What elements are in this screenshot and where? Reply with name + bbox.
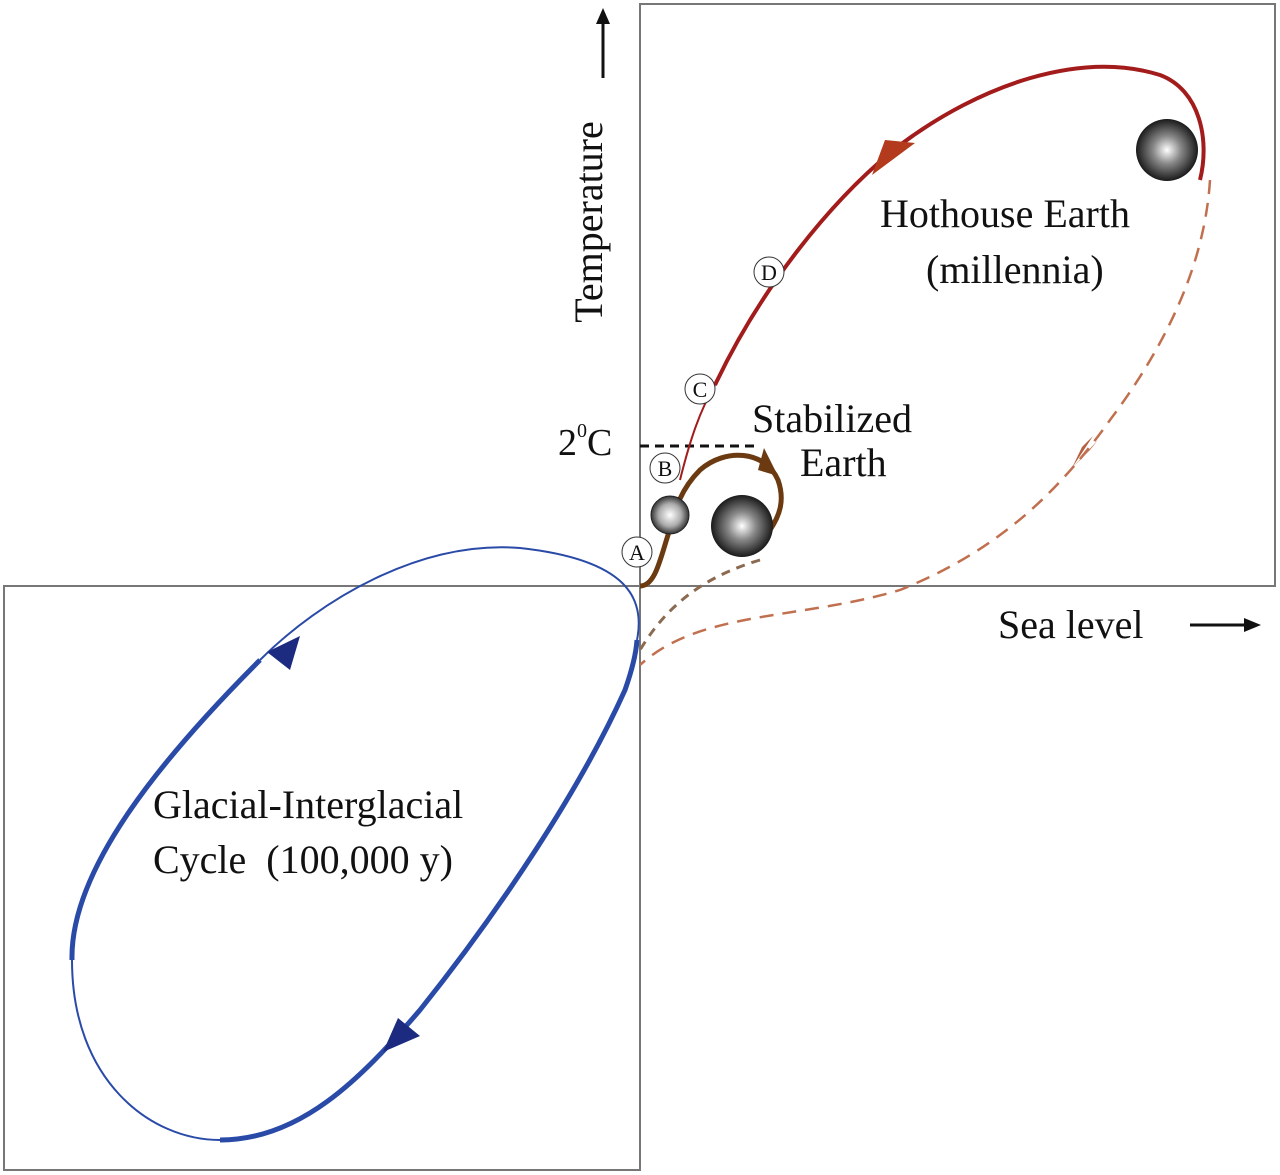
glacial-cycle-thin-lower-path bbox=[71, 959, 221, 1141]
hothouse-earth-sphere bbox=[1136, 119, 1198, 181]
marker-d: D bbox=[753, 256, 785, 288]
temperature-arrow-icon bbox=[596, 8, 610, 78]
hothouse-label-line2: (millennia) bbox=[926, 247, 1104, 292]
stabilized-path bbox=[639, 452, 784, 589]
sea-level-arrow-icon bbox=[1190, 618, 1261, 632]
hothouse-path bbox=[713, 64, 1206, 386]
marker-b: B bbox=[649, 452, 681, 484]
stabilized-return-dashed-path bbox=[638, 558, 761, 651]
glacial-label-line2: Cycle (100,000 y) bbox=[153, 837, 453, 882]
glacial-cycle-thick-lower-path bbox=[219, 639, 640, 1143]
upper-right-quadrant-box bbox=[639, 3, 1276, 587]
sea-level-axis-label: Sea level bbox=[998, 602, 1144, 647]
hothouse-arrow-icon bbox=[872, 140, 915, 175]
glacial-label-line1: Glacial-Interglacial bbox=[153, 782, 463, 827]
svg-text:A: A bbox=[629, 540, 645, 565]
svg-text:C: C bbox=[693, 377, 708, 402]
lower-left-quadrant-box bbox=[3, 585, 641, 1171]
stabilized-arrow-icon bbox=[758, 448, 778, 476]
glacial-arrow-up-icon bbox=[267, 636, 300, 670]
glacial-cycle-thick-path bbox=[69, 658, 262, 961]
hothouse-return-dashed-path bbox=[639, 179, 1212, 666]
glacial-cycle-thin-path bbox=[259, 546, 640, 661]
svg-text:B: B bbox=[658, 456, 673, 481]
stabilized-label-line2: Earth bbox=[800, 440, 887, 485]
glacial-arrow-down-icon bbox=[383, 1018, 420, 1052]
threshold-label: 20C bbox=[558, 420, 612, 464]
hothouse-label-line1: Hothouse Earth bbox=[880, 191, 1130, 236]
svg-text:D: D bbox=[761, 260, 777, 285]
hothouse-return-arrow-icon bbox=[1072, 440, 1098, 468]
hothouse-return-arrowhead-icon bbox=[1072, 436, 1093, 468]
stabilized-label-line1: Stabilized bbox=[752, 396, 912, 441]
marker-a: A bbox=[621, 536, 653, 568]
current-state-sphere bbox=[650, 495, 690, 535]
temperature-axis-label: Temperature bbox=[566, 121, 611, 323]
stabilized-earth-sphere bbox=[711, 495, 773, 557]
marker-c: C bbox=[684, 373, 716, 405]
